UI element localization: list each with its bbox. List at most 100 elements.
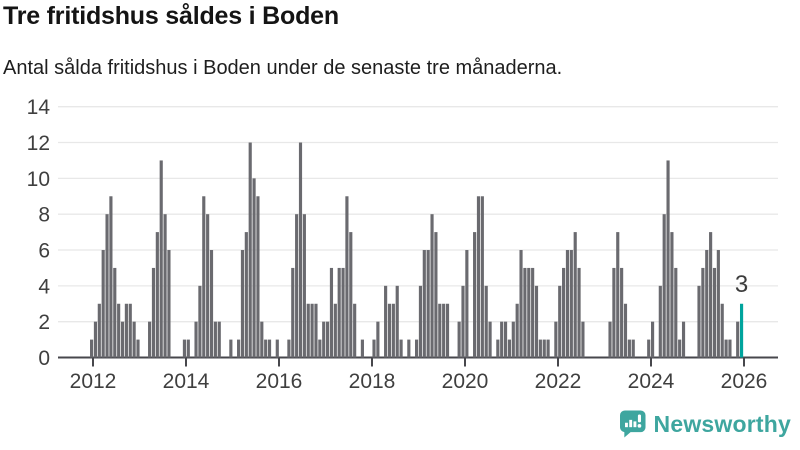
bar [136,339,140,358]
bar [581,321,585,358]
x-axis-label: 2024 [628,370,675,393]
bar [623,303,628,358]
bar [310,303,314,358]
bar [109,196,113,358]
bar [213,321,217,358]
bar [260,321,264,358]
bar [507,339,511,358]
y-axis-label: 8 [38,204,50,227]
bar [302,214,306,358]
bar [117,303,121,358]
highlighted-bar [739,303,744,358]
bar [484,285,488,358]
bar [565,250,570,358]
bar [658,285,662,358]
x-axis-label: 2014 [163,370,210,393]
bar [194,321,198,358]
bar [558,285,562,358]
x-axis-label: 2018 [349,370,396,393]
bar [473,232,477,358]
bar [488,321,492,358]
bar [573,232,577,358]
bar [120,321,125,358]
bar [616,232,620,358]
bar [93,321,98,358]
bar [534,285,539,358]
bar [264,339,268,358]
bar [697,285,701,358]
bar [511,321,515,358]
bar [306,303,310,358]
last-value-label: 3 [735,271,748,298]
bar [519,250,523,358]
bar [314,303,318,358]
bar [546,339,550,358]
bar [256,196,260,358]
bar [132,321,136,358]
bar [407,339,411,358]
bar [681,321,686,358]
bar [217,321,221,358]
bar [148,321,152,358]
bar [384,285,388,358]
y-axis-label: 0 [38,347,50,370]
bar [298,142,303,358]
bar [326,321,330,358]
bar [151,267,156,358]
bar [391,303,395,358]
bar [678,339,682,358]
bar [229,339,233,358]
page-title: Tre fritidshus såldes i Boden [3,2,339,30]
bar [333,303,337,358]
bar [295,214,299,358]
bar [612,267,616,358]
bar [237,339,241,358]
bar [202,196,206,358]
bar [569,250,573,358]
bar [523,267,527,358]
bar [666,160,670,358]
bar [101,250,105,358]
bar [252,178,256,358]
bar [709,232,713,358]
bar [647,339,651,358]
bar [480,196,484,358]
bar [337,267,341,358]
bar [206,214,210,358]
bar [712,267,717,358]
bar [620,267,624,358]
bar-chart: 0 2 4 6 8 10 12 14 2012 2014 2016 2018 2020 2022 2024 2… [27,96,778,393]
bar [329,267,334,358]
bar [395,285,399,358]
bar [248,142,252,358]
x-axis-label: 2020 [442,370,489,393]
bar [461,285,465,358]
bar [163,214,167,358]
bar [465,250,469,358]
bar [353,303,357,358]
bar [426,250,430,358]
bar [345,196,349,358]
bar [198,285,202,358]
bar [724,339,728,358]
bar [527,267,531,358]
bar [90,339,94,358]
y-axis-label: 2 [38,311,50,334]
y-axis-label: 12 [27,132,50,155]
bar [155,232,159,358]
bar [167,250,171,358]
bar [372,339,376,358]
bar [515,303,519,358]
bar [430,214,434,358]
bar [716,250,720,358]
bar [503,321,508,358]
bar [442,303,446,358]
bar [240,250,245,358]
bar [124,303,128,358]
bar [159,160,163,358]
bar [434,232,438,358]
bar [670,232,674,358]
chart-subtitle: Antal sålda fritidshus i Boden under de … [3,57,563,79]
bar [128,303,132,358]
bar [631,339,635,358]
